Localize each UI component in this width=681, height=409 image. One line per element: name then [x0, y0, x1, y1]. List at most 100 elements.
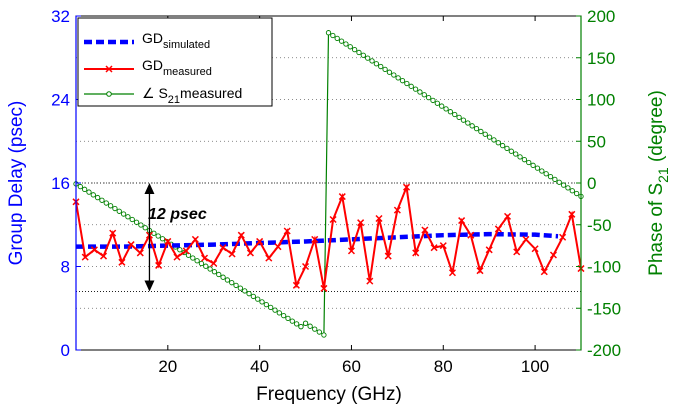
gd-measured-point-stroke: [320, 284, 328, 292]
gd-measured-point: [458, 217, 466, 225]
phase-point: [534, 165, 541, 171]
phase-point: [334, 35, 340, 41]
y-right-tick-label: 0: [587, 174, 596, 193]
gd-measured-point: [384, 252, 392, 260]
phase-point: [246, 291, 252, 297]
phase-point: [338, 38, 345, 44]
gd-measured-point: [164, 237, 172, 245]
x-tick-label: 40: [250, 357, 269, 376]
x-tick-label: 100: [521, 357, 549, 376]
gd-measured-point-stroke: [100, 252, 108, 260]
phase-point: [289, 318, 295, 324]
gd-measured-point: [302, 262, 310, 271]
x-axis-title: Frequency (GHz): [256, 384, 402, 405]
phase-point: [133, 219, 140, 225]
phase-point: [216, 271, 222, 278]
phase-markers: [73, 30, 584, 338]
annotation-arrow-head-up: [144, 183, 155, 194]
gd-measured-point: [228, 250, 236, 258]
gd-measured-point: [246, 249, 254, 257]
phase-point: [298, 323, 304, 330]
phase-point: [399, 78, 406, 84]
gd-measured-point: [237, 231, 245, 239]
gd-measured-point: [210, 259, 218, 267]
gd-measured-point: [320, 284, 328, 292]
gd-measured-point: [347, 247, 355, 255]
gd-measured-point: [100, 252, 108, 260]
gd-measured-point-stroke: [347, 247, 355, 255]
phase-point: [495, 140, 501, 146]
gd-measured-point: [375, 214, 383, 223]
gd-measured-point: [393, 206, 401, 214]
gd-measured-point: [403, 183, 411, 191]
gd-measured-point-stroke: [485, 246, 493, 254]
gd-measured-point-stroke: [522, 235, 530, 243]
gd-measured-line: [75, 183, 582, 289]
gd-measured-point-stroke: [531, 245, 539, 253]
phase-point: [382, 66, 388, 73]
gd-measured-point: [283, 227, 291, 235]
phase-point: [356, 49, 362, 56]
gd-measured-point: [155, 261, 163, 269]
gd-measured-point: [421, 226, 429, 234]
gd-measured-point: [274, 243, 282, 251]
gd-measured-point-stroke: [421, 226, 429, 234]
gd-measured-point: [476, 267, 484, 275]
gd-measured-point-stroke: [448, 269, 456, 277]
y-right-axis: -200 -150 -100 -50 0 50 100 150 200: [576, 7, 621, 360]
y-right-axis-title-main: Phase of S: [646, 183, 667, 276]
phase-point: [508, 148, 514, 154]
phase-point: [443, 106, 449, 112]
phase-point: [543, 171, 549, 177]
phase-point: [142, 225, 148, 231]
phase-point: [412, 86, 419, 92]
gd-measured-point-stroke: [439, 242, 447, 250]
gd-measured-point-stroke: [467, 231, 475, 239]
phase-point: [491, 137, 497, 143]
phase-point: [242, 288, 248, 294]
gd-measured-point-stroke: [568, 210, 576, 218]
phase-point: [530, 162, 536, 168]
phase-point: [486, 134, 493, 140]
y-left-tick-label: 0: [61, 341, 70, 360]
gd-measured-point: [329, 216, 337, 224]
gd-measured-point: [366, 277, 374, 285]
gd-measured-point-stroke: [182, 247, 190, 255]
gd-measured-point: [540, 268, 548, 276]
legend-measured-marker: [105, 65, 113, 73]
y-right-tick-label: -50: [587, 216, 612, 235]
gd-measured-point: [439, 242, 447, 250]
phase-point: [259, 299, 265, 305]
phase-point: [465, 120, 471, 126]
gd-measured-point-stroke: [256, 237, 264, 245]
phase-point: [434, 100, 440, 106]
gd-measured-point: [448, 269, 456, 277]
phase-point: [408, 83, 414, 89]
gd-measured-point-stroke: [118, 258, 126, 266]
phase-point: [229, 280, 235, 286]
gd-measured-point-stroke: [338, 193, 346, 201]
gd-measured-point-stroke: [540, 268, 548, 276]
phase-point: [198, 260, 205, 267]
gd-measured-point-stroke: [81, 253, 89, 261]
gd-measured-point-stroke: [494, 225, 502, 233]
gd-measured-point-stroke: [302, 262, 310, 271]
legend-phase-label: ∠ S21measured: [142, 85, 242, 106]
phase-point: [276, 310, 282, 316]
phase-point: [155, 233, 161, 239]
gd-measured-point: [173, 253, 181, 261]
gd-measured-point: [522, 235, 530, 243]
phase-point: [129, 216, 135, 223]
gd-measured-point-stroke: [476, 267, 484, 275]
phase-point: [369, 58, 375, 64]
phase-point: [360, 52, 366, 58]
gd-measured-point-stroke: [246, 249, 254, 257]
gd-measured-point: [201, 254, 209, 262]
gd-measured-point-stroke: [191, 235, 199, 243]
phase-point: [373, 61, 380, 67]
phase-point: [565, 185, 571, 191]
phase-point: [547, 173, 554, 180]
annotation-text: 12 psec: [148, 206, 207, 223]
gd-measured-point: [467, 231, 475, 239]
phase-point: [159, 236, 166, 242]
